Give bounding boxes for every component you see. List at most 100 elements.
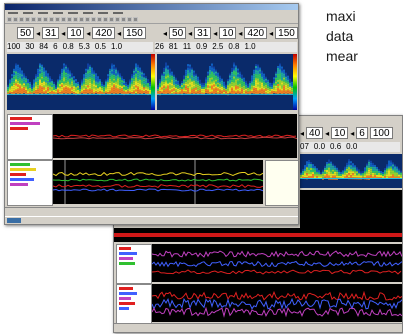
spin-arrow-icon[interactable]: ◂ [300,128,305,138]
spectrum-cell [209,83,211,86]
menu-item[interactable] [83,11,93,14]
toolbar-button-icon[interactable] [109,16,114,22]
spectrum-cell [189,80,191,83]
menu-item[interactable] [38,11,48,14]
menu-item[interactable] [23,11,33,14]
param-box[interactable]: 50 [17,27,35,39]
spectrogram-left[interactable] [7,54,151,110]
menu-item[interactable] [53,11,63,14]
spectrum-cell [83,88,85,91]
toolbar-button-icon[interactable] [37,16,42,22]
toolbar-button-icon[interactable] [43,16,48,22]
spin-arrow-icon[interactable]: ◂ [61,28,66,38]
spectrum-cell [281,68,283,71]
menu-item[interactable] [113,11,123,14]
toolbar-button-icon[interactable] [19,16,24,22]
toolbar-button-icon[interactable] [121,16,126,22]
start-button[interactable] [7,218,21,223]
spectrum-cell [370,168,372,171]
spectrum-cell [171,83,173,86]
spectrum-cell [211,69,213,72]
spin-arrow-icon[interactable]: ◂ [269,28,274,38]
spectrum-cell [185,83,187,86]
spin-arrow-icon[interactable]: ◂ [86,28,91,38]
spin-arrow-icon[interactable]: ◂ [36,28,41,38]
toolbar-button-icon[interactable] [13,16,18,22]
param-box[interactable]: 31 [42,27,60,39]
toolbar-button-icon[interactable] [31,16,36,22]
trace-panel-2[interactable] [53,160,263,204]
back-param-3[interactable]: 6 [356,127,368,139]
spectrum-cell [17,86,19,89]
spin-arrow-icon[interactable]: ◂ [325,128,330,138]
spectrum-cell [29,89,31,92]
trace-panel-1[interactable] [53,114,297,158]
spectrum-cell [231,81,233,84]
param-box[interactable]: 150 [123,27,146,39]
spectrum-cell [221,84,223,87]
spin-arrow-icon[interactable]: ◂ [238,28,243,38]
spin-arrow-icon[interactable]: ◂ [188,28,193,38]
trace-line [53,136,297,140]
spectrum-cell [135,75,137,78]
param-box[interactable]: 10 [219,27,237,39]
menu-bar[interactable] [5,10,298,15]
back-param-2[interactable]: 10 [331,127,349,139]
spectrum-cell [376,170,378,173]
back-param-1[interactable]: 40 [306,127,324,139]
toolbar-button-icon[interactable] [85,16,90,22]
spectrogram-right[interactable] [157,54,293,110]
toolbar-button-icon[interactable] [73,16,78,22]
spectrum-cell [91,81,93,84]
title-bar[interactable] [5,4,298,10]
toolbar-button-icon[interactable] [115,16,120,22]
spectrum-cell [199,81,201,84]
front-app-window[interactable]: 50 ◂ 31 ◂ 10 ◂ 420 ◂ 150 ◂ 50 ◂ 31 ◂ 10 … [4,3,299,225]
spectrum-cell [19,71,21,74]
spectrum-cell [123,81,125,84]
spectrum-cell [63,71,65,74]
menu-item[interactable] [68,11,78,14]
spectrum-cell [364,167,366,170]
toolbar-button-icon[interactable] [79,16,84,22]
spectrum-cell [227,79,229,82]
spectrum-cell [396,170,398,173]
spectrum-cell [139,71,141,74]
param-box[interactable]: 150 [275,27,298,39]
toolbar-button-icon[interactable] [67,16,72,22]
spectrum-cell [243,77,245,80]
toolbar-button-icon[interactable] [25,16,30,22]
spin-arrow-icon[interactable]: ◂ [163,28,168,38]
toolbar-button-icon[interactable] [127,16,132,22]
spectrum-cell [300,174,302,177]
toolbar-button-icon[interactable] [55,16,60,22]
spectrum-cell [275,89,277,92]
spin-arrow-icon[interactable]: ◂ [117,28,122,38]
spectrum-cell [287,77,289,80]
menu-item[interactable] [98,11,108,14]
param-box[interactable]: 420 [92,27,116,39]
toolbar-button-icon[interactable] [61,16,66,22]
toolbar-button-icon[interactable] [133,16,138,22]
param-box[interactable]: 420 [244,27,268,39]
toolbar-button-icon[interactable] [97,16,102,22]
spin-arrow-icon[interactable]: ◂ [213,28,218,38]
spectrum-cell [269,84,271,87]
spectrum-cell [99,89,101,92]
toolbar-button-icon[interactable] [7,16,12,22]
param-box[interactable]: 50 [169,27,187,39]
toolbar-button-icon[interactable] [103,16,108,22]
spectrum-cell [15,85,17,88]
param-box[interactable]: 10 [67,27,85,39]
spectrum-cell [63,67,65,70]
toolbar-button-icon[interactable] [49,16,54,22]
back-param-4[interactable]: 100 [369,127,393,139]
toolbar-button-icon[interactable] [91,16,96,22]
spin-arrow-icon[interactable]: ◂ [350,128,355,138]
spectrum-cell [273,85,275,88]
spectrum-cell [269,92,271,95]
param-box[interactable]: 31 [194,27,212,39]
menu-item[interactable] [8,11,18,14]
spectrum-cell [366,175,368,178]
caption-line-1: maxi [326,8,356,24]
